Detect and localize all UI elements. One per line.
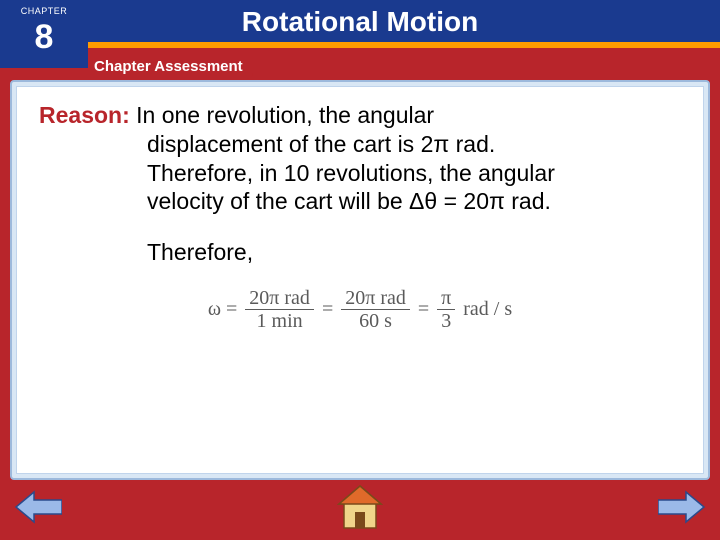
content-area: Reason: In one revolution, the angular d… — [16, 86, 704, 474]
nav-bar — [0, 484, 720, 534]
page-title: Rotational Motion — [242, 6, 478, 37]
frac1-den: 1 min — [253, 310, 307, 332]
frac3-num: π — [437, 287, 455, 310]
home-button[interactable] — [335, 482, 385, 532]
frac3: π 3 — [437, 287, 455, 332]
line4: velocity of the cart will be Δθ = 20π ra… — [147, 187, 681, 216]
content-frame: Reason: In one revolution, the angular d… — [10, 80, 710, 480]
frac1-num: 20π rad — [245, 287, 314, 310]
page-title-bar: Rotational Motion — [0, 0, 720, 48]
chapter-number: 8 — [0, 16, 88, 54]
arrow-left-icon — [14, 490, 62, 524]
reason-line1: Reason: In one revolution, the angular — [39, 101, 681, 130]
chapter-label: CHAPTER — [0, 0, 88, 16]
next-button[interactable] — [658, 490, 706, 524]
prev-button[interactable] — [14, 490, 62, 524]
line3: Therefore, in 10 revolutions, the angula… — [147, 159, 681, 188]
arrow-right-icon — [658, 490, 706, 524]
formula-unit: rad / s — [463, 297, 512, 322]
frac2: 20π rad 60 s — [341, 287, 410, 332]
frac2-den: 60 s — [355, 310, 396, 332]
frac2-num: 20π rad — [341, 287, 410, 310]
formula-omega: ω = — [208, 297, 237, 322]
formula-eq1: = — [322, 297, 333, 322]
formula-eq2: = — [418, 297, 429, 322]
therefore-text: Therefore, — [147, 238, 681, 267]
formula: ω = 20π rad 1 min = 20π rad 60 s = π 3 r… — [208, 287, 512, 332]
reason-label: Reason: — [39, 101, 130, 130]
home-icon — [335, 482, 385, 532]
subtitle-tab: Chapter Assessment — [88, 54, 253, 79]
line1-text: In one revolution, the angular — [136, 101, 434, 130]
frac3-den: 3 — [437, 310, 455, 332]
chapter-block: CHAPTER 8 — [0, 0, 88, 68]
formula-area: ω = 20π rad 1 min = 20π rad 60 s = π 3 r… — [39, 287, 681, 332]
line2: displacement of the cart is 2π rad. — [147, 130, 681, 159]
frac1: 20π rad 1 min — [245, 287, 314, 332]
